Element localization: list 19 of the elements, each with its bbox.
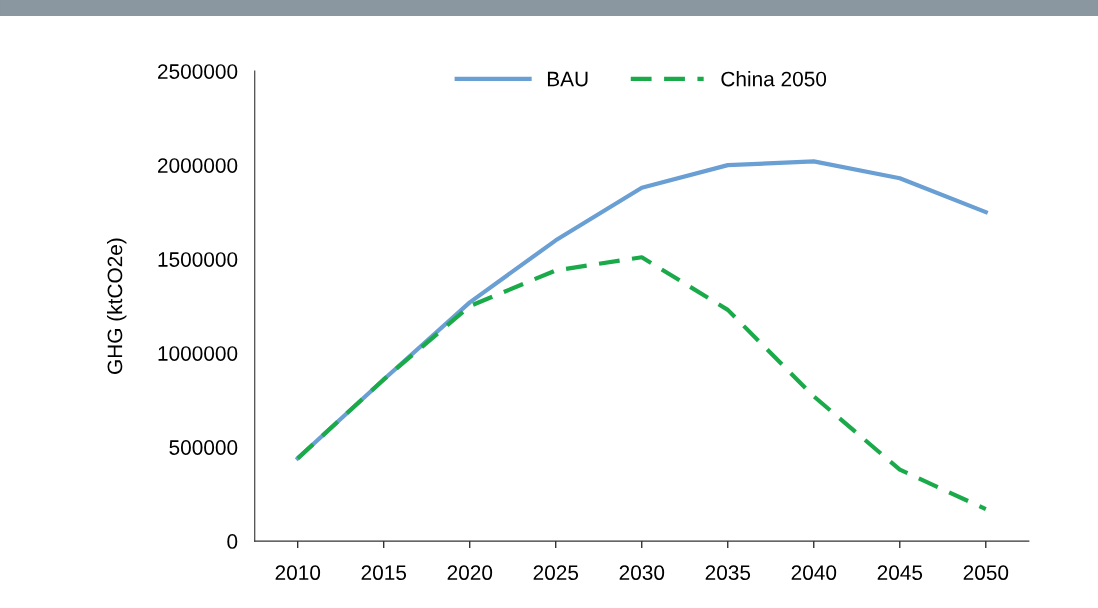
x-tick-label: 2025 <box>533 565 579 581</box>
y-tick-label: 500000 <box>169 440 238 455</box>
x-tick-label: 2010 <box>275 565 321 581</box>
x-tick-label: 2020 <box>447 565 493 581</box>
y-tick-label: 1000000 <box>158 346 238 361</box>
y-tick-label: 2000000 <box>158 158 238 173</box>
x-tick-label: 2050 <box>963 565 1009 581</box>
x-tick-label: 2045 <box>877 565 923 581</box>
legend-label: China 2050 <box>721 71 827 87</box>
x-tick-label: 2030 <box>619 565 665 581</box>
y-axis-title: GHG (ktCO2e) <box>107 238 127 374</box>
legend-label: BAU <box>547 71 588 87</box>
y-tick-label: 0 <box>227 534 238 549</box>
x-tick-label: 2035 <box>705 565 751 581</box>
x-tick-label: 2040 <box>791 565 837 581</box>
y-tick-label: 2500000 <box>158 64 238 79</box>
x-tick-label: 2015 <box>361 565 407 581</box>
y-tick-label: 1500000 <box>158 252 238 267</box>
line-series <box>295 255 988 512</box>
